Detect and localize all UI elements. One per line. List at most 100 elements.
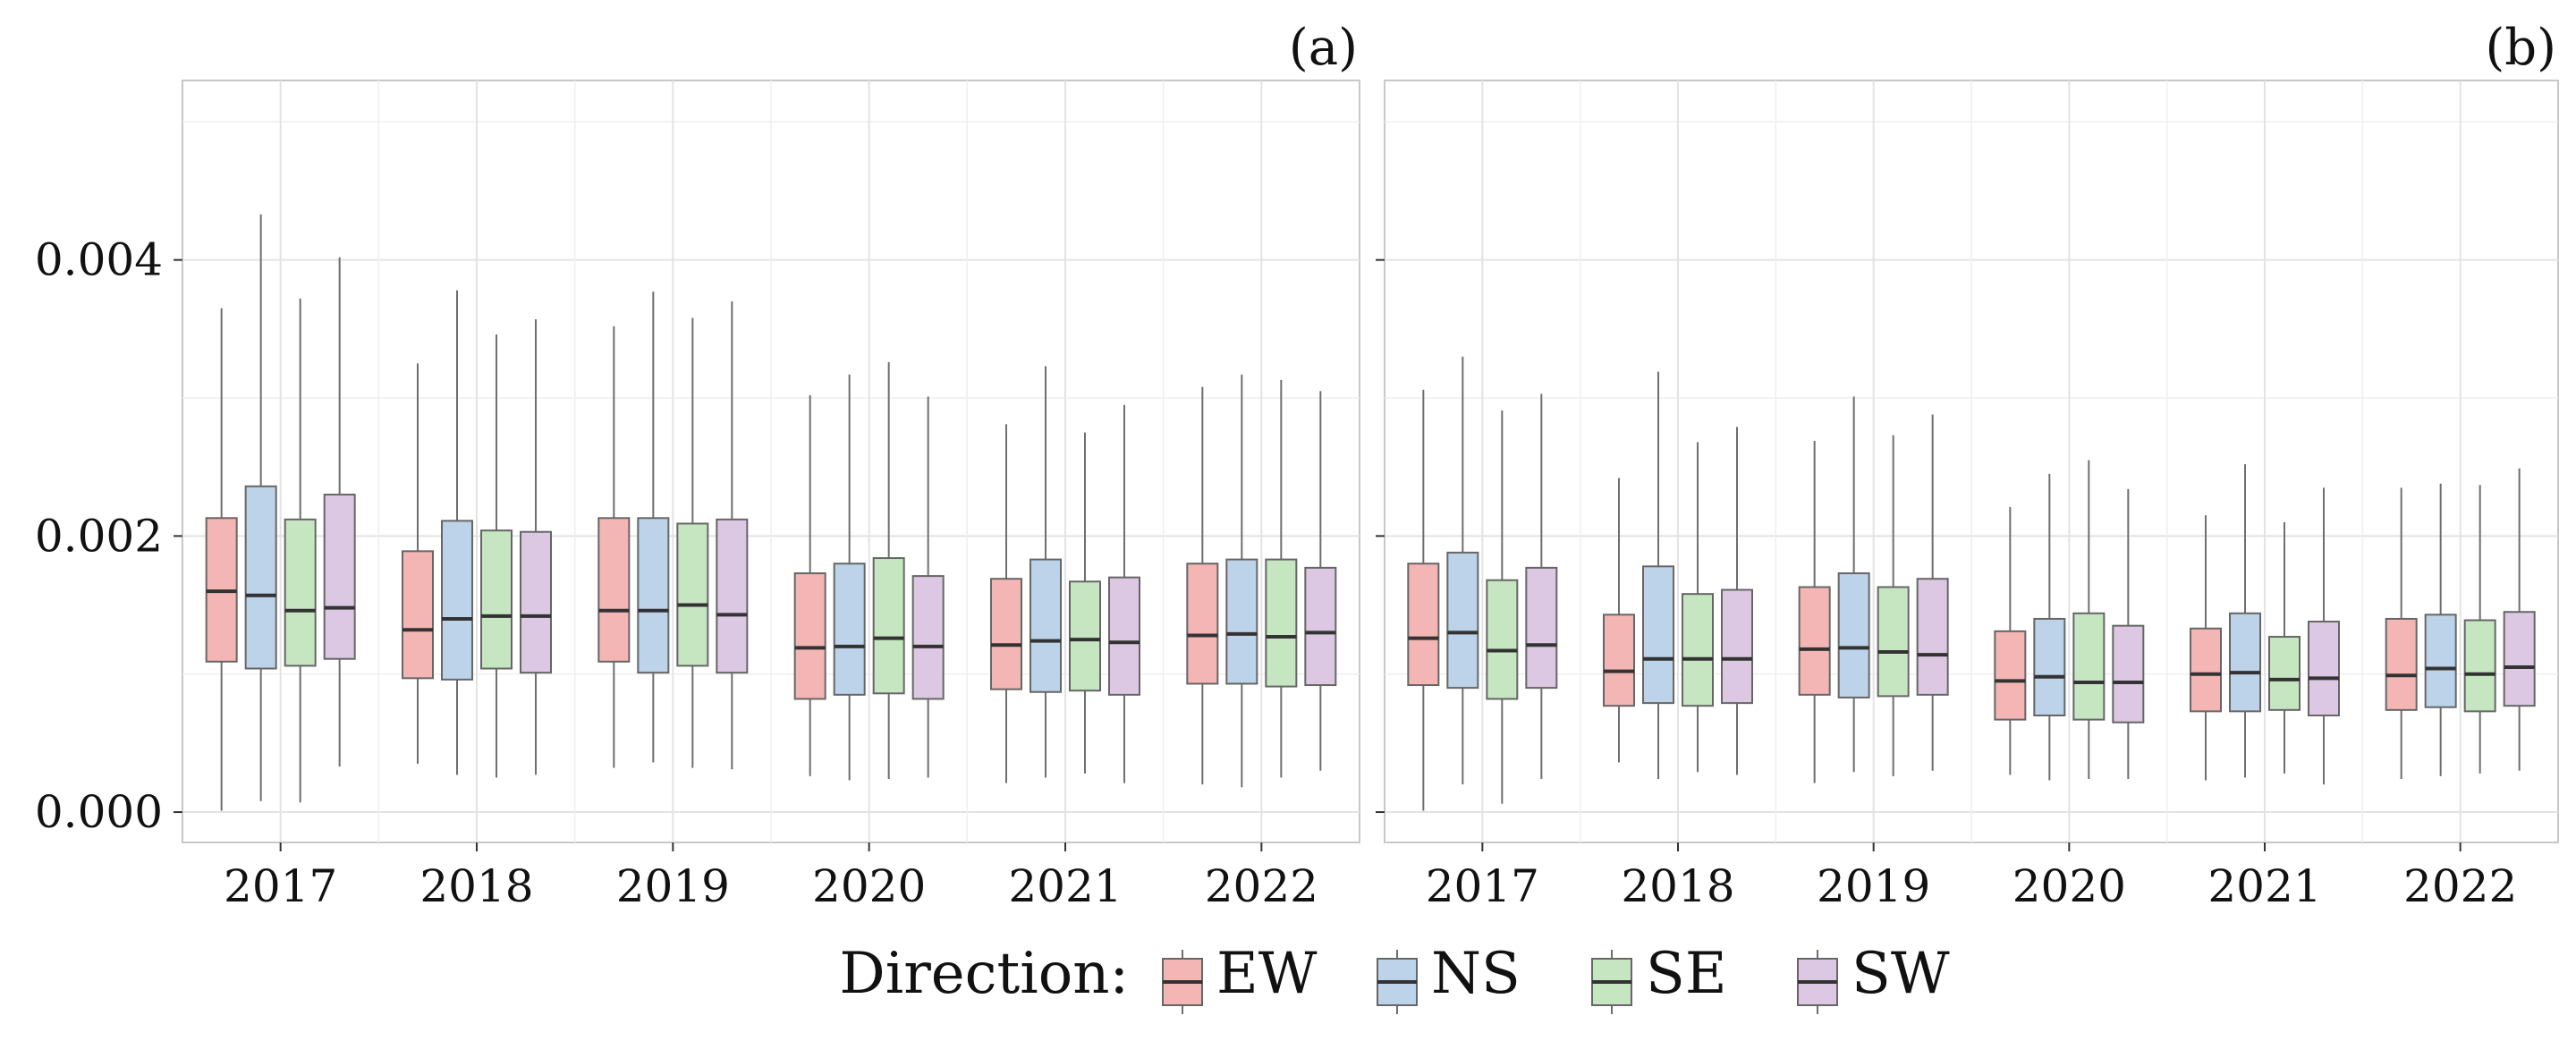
- box-EW-2018: [402, 363, 434, 765]
- box-NS-2020: [833, 374, 866, 781]
- box-NS-2017: [1446, 356, 1479, 785]
- box-iqr: [402, 550, 434, 680]
- legend-label: SW: [1852, 941, 1950, 1007]
- box-iqr: [990, 578, 1022, 690]
- box-iqr: [872, 557, 905, 695]
- box-EW-2021: [2190, 515, 2222, 781]
- box-EW-2020: [793, 394, 826, 776]
- box-NS-2018: [441, 290, 473, 775]
- x-tick-label: 2022: [2403, 860, 2517, 912]
- legend-label: EW: [1216, 941, 1318, 1007]
- box-SW-2017: [1525, 394, 1558, 779]
- box-SE-2021: [1069, 432, 1101, 774]
- y-tick-label: 0.000: [35, 786, 163, 838]
- box-SE-2019: [676, 317, 709, 768]
- box-iqr: [1603, 614, 1635, 707]
- box-NS-2018: [1642, 371, 1674, 779]
- box-SE-2018: [1682, 442, 1714, 773]
- box-NS-2017: [244, 214, 277, 801]
- box-iqr: [1798, 586, 1831, 696]
- box-SE-2021: [2268, 521, 2301, 774]
- x-tick-label: 2019: [1817, 860, 1930, 912]
- box-EW-2019: [1798, 440, 1831, 783]
- box-SW-2019: [716, 300, 749, 770]
- box-EW-2017: [1407, 389, 1440, 811]
- box-SE-2022: [1265, 379, 1298, 778]
- box-iqr: [1642, 565, 1674, 705]
- y-tick-label: 0.002: [35, 510, 163, 562]
- box-iqr: [911, 575, 945, 700]
- box-iqr: [1837, 572, 1870, 698]
- box-iqr: [1069, 580, 1101, 692]
- box-iqr: [716, 518, 749, 674]
- panel-a: 0.000 0.002 0.004 2017 2018 2019 2020 2021 2022 (…: [35, 19, 1360, 912]
- box-iqr: [480, 529, 513, 670]
- box-SW-2022: [1304, 391, 1337, 771]
- legend-item-sw: SW: [1797, 941, 1950, 1014]
- box-iqr: [1108, 576, 1140, 696]
- box-iqr: [2385, 617, 2418, 711]
- x-tick-label: 2017: [1426, 860, 1539, 912]
- box-EW-2020: [1994, 506, 2027, 775]
- box-iqr: [1186, 563, 1219, 685]
- box-iqr: [1682, 593, 1714, 707]
- box-SW-2017: [323, 257, 356, 767]
- box-iqr: [1994, 630, 2027, 721]
- box-iqr: [323, 494, 356, 660]
- box-iqr: [244, 485, 277, 670]
- panels-group: 0.000 0.002 0.004 2017 2018 2019 2020 2021 2022 (…: [35, 19, 2559, 912]
- x-tick-label: 2018: [1621, 860, 1734, 912]
- box-EW-2021: [990, 424, 1022, 783]
- box-iqr: [284, 518, 317, 667]
- box-EW-2017: [205, 308, 238, 811]
- box-SW-2020: [911, 396, 945, 778]
- box-SE-2022: [2463, 485, 2496, 774]
- box-iqr: [2112, 624, 2145, 724]
- box-SE-2017: [284, 298, 317, 803]
- box-iqr: [2308, 621, 2340, 716]
- box-EW-2018: [1603, 478, 1635, 763]
- box-iqr: [1446, 551, 1479, 690]
- box-iqr: [1916, 578, 1949, 696]
- box-iqr: [833, 563, 866, 696]
- box-NS-2020: [2033, 473, 2066, 781]
- legend: Direction: EW NS SE SW: [839, 941, 1950, 1014]
- panel-label: (a): [1289, 19, 1358, 77]
- box-iqr: [637, 517, 670, 674]
- box-NS-2021: [2229, 464, 2261, 778]
- box-EW-2022: [1186, 386, 1219, 785]
- box-SW-2020: [2112, 488, 2145, 779]
- box-iqr: [1265, 558, 1298, 688]
- box-EW-2019: [597, 326, 631, 768]
- box-iqr: [2190, 627, 2222, 713]
- box-iqr: [1721, 588, 1753, 705]
- box-iqr: [2503, 611, 2536, 707]
- box-iqr: [1030, 558, 1062, 693]
- box-iqr: [1225, 558, 1258, 685]
- x-tick-label: 2021: [2207, 860, 2321, 912]
- box-NS-2022: [1225, 374, 1258, 788]
- box-SW-2022: [2503, 468, 2536, 771]
- box-SW-2018: [1721, 427, 1753, 775]
- panel-b: 2017 2018 2019 2020 2021 2022 (b): [1376, 19, 2559, 912]
- box-EW-2022: [2385, 487, 2418, 779]
- box-iqr: [1304, 566, 1337, 687]
- y-tick-label: 0.004: [35, 234, 163, 286]
- box-NS-2021: [1030, 366, 1062, 778]
- x-tick-label: 2020: [2012, 860, 2126, 912]
- box-iqr: [676, 522, 709, 667]
- legend-item-ns: NS: [1377, 941, 1521, 1014]
- box-SW-2021: [2308, 487, 2340, 785]
- box-SE-2018: [480, 334, 513, 778]
- legend-title: Direction:: [839, 941, 1129, 1007]
- box-iqr: [2072, 612, 2106, 721]
- legend-item-ew: EW: [1162, 941, 1318, 1014]
- box-SE-2020: [872, 361, 905, 779]
- box-iqr: [2229, 612, 2261, 713]
- box-iqr: [2424, 614, 2457, 708]
- x-tick-label: 2019: [616, 860, 730, 912]
- box-NS-2019: [1837, 396, 1870, 773]
- legend-label: SE: [1646, 941, 1727, 1007]
